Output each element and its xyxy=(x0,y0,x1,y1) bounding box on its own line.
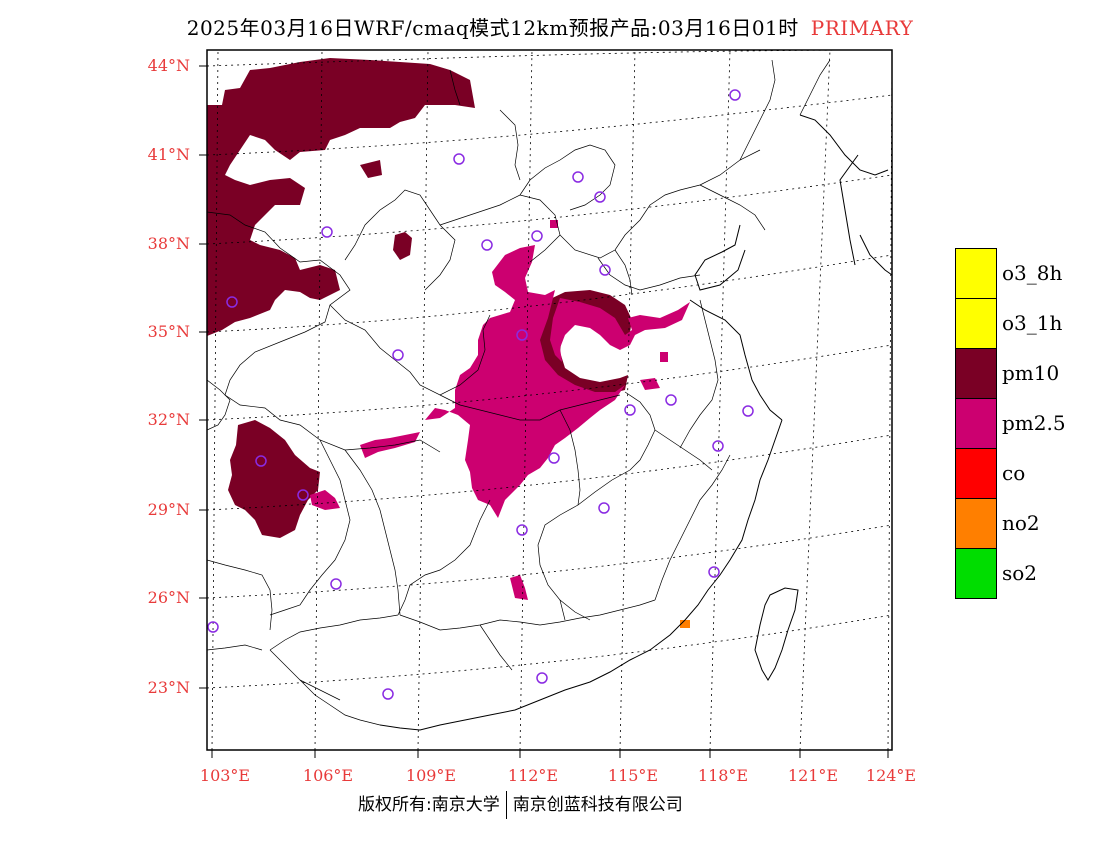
station-marker xyxy=(729,89,741,101)
lon-label: 109°E xyxy=(405,766,457,785)
legend-label: o3_1h xyxy=(1002,311,1063,335)
legend-label: no2 xyxy=(1002,511,1040,535)
lon-label: 103°E xyxy=(199,766,251,785)
pm25-region-jiangsu xyxy=(640,378,660,390)
legend-label: pm2.5 xyxy=(1002,411,1066,435)
no2-spot xyxy=(680,620,690,628)
footer-divider xyxy=(505,791,507,819)
lat-label: 32°N xyxy=(147,410,190,429)
legend-swatch xyxy=(955,498,997,549)
legend-label: o3_8h xyxy=(1002,261,1063,285)
copyright-owner: 版权所有:南京大学 xyxy=(358,795,500,815)
primary-badge: PRIMARY xyxy=(810,16,914,40)
lon-label: 112°E xyxy=(507,766,559,785)
lon-label: 121°E xyxy=(787,766,839,785)
station-marker xyxy=(453,153,465,165)
legend-label: co xyxy=(1002,461,1026,485)
station-marker xyxy=(297,489,309,501)
legend-item-so2: so2 xyxy=(955,548,1095,599)
legend-label: pm10 xyxy=(1002,361,1060,385)
province-boundaries xyxy=(207,59,831,726)
lon-label: 115°E xyxy=(607,766,659,785)
pm10-regions xyxy=(207,58,632,538)
map-title: 2025年03月16日WRF/cmaq模式12km预报产品:03月16日01时 P… xyxy=(0,12,1100,41)
lat-label: 44°N xyxy=(147,56,190,75)
pollutant-legend: o3_8h o3_1h pm10 pm2.5 co no2 so2 xyxy=(955,248,1095,599)
legend-swatch xyxy=(955,298,997,349)
pm25-region-central xyxy=(425,245,625,518)
pm25-region-hebei xyxy=(550,220,558,228)
lat-label: 23°N xyxy=(147,678,190,697)
station-marker xyxy=(392,349,404,361)
legend-item-o3-1h: o3_1h xyxy=(955,298,1095,349)
lat-label: 38°N xyxy=(147,234,190,253)
station-markers xyxy=(207,89,754,700)
station-marker xyxy=(531,230,543,242)
pm25-region-hunan xyxy=(510,575,528,600)
station-marker xyxy=(708,566,720,578)
copyright-company: 南京创蓝科技有限公司 xyxy=(512,795,683,815)
pm25-region-henan-dot xyxy=(660,352,668,362)
lat-label: 35°N xyxy=(147,322,190,341)
legend-swatch xyxy=(955,348,997,399)
lat-label: 29°N xyxy=(147,500,190,519)
lat-label: 26°N xyxy=(147,588,190,607)
station-marker xyxy=(742,405,754,417)
map-frame xyxy=(206,49,893,751)
pm25-regions xyxy=(310,220,690,600)
legend-label: so2 xyxy=(1002,561,1038,585)
pm10-region-shanxi xyxy=(393,232,412,260)
legend-swatch xyxy=(955,448,997,499)
station-marker xyxy=(712,440,724,452)
legend-item-pm25: pm2.5 xyxy=(955,398,1095,449)
station-marker xyxy=(594,191,606,203)
station-marker xyxy=(321,226,333,238)
legend-swatch xyxy=(955,248,997,299)
pm25-region-shandong-arc xyxy=(550,298,690,362)
lon-label: 118°E xyxy=(697,766,749,785)
station-marker xyxy=(516,524,528,536)
station-marker xyxy=(207,621,219,633)
lon-label: 106°E xyxy=(302,766,354,785)
station-marker xyxy=(548,452,560,464)
pm25-region-sichuan-east xyxy=(310,490,340,510)
legend-swatch xyxy=(955,398,997,449)
graticule xyxy=(207,50,892,750)
lon-label: 124°E xyxy=(865,766,917,785)
station-marker xyxy=(624,404,636,416)
legend-swatch xyxy=(955,548,997,599)
legend-item-o3-8h: o3_8h xyxy=(955,248,1095,299)
axis-ticks xyxy=(199,65,889,758)
station-marker xyxy=(330,578,342,590)
legend-item-pm10: pm10 xyxy=(955,348,1095,399)
legend-item-co: co xyxy=(955,448,1095,499)
station-marker xyxy=(255,455,267,467)
copyright-footer: 版权所有:南京大学 南京创蓝科技有限公司 xyxy=(358,790,683,819)
station-marker xyxy=(665,394,677,406)
pm10-region-north xyxy=(207,58,475,336)
station-marker xyxy=(382,688,394,700)
station-marker xyxy=(226,296,238,308)
station-marker xyxy=(598,502,610,514)
pm10-region-sichuan xyxy=(228,420,320,538)
station-marker xyxy=(536,672,548,684)
title-text: 2025年03月16日WRF/cmaq模式12km预报产品:03月16日01时 xyxy=(186,16,799,40)
coastline xyxy=(379,114,892,731)
station-marker xyxy=(572,171,584,183)
legend-item-no2: no2 xyxy=(955,498,1095,549)
pm10-region-mongolia-strip xyxy=(360,160,382,178)
station-marker xyxy=(599,264,611,276)
lat-label: 41°N xyxy=(147,145,190,164)
station-marker xyxy=(516,329,528,341)
pm25-region-chongqing xyxy=(360,432,420,458)
station-marker xyxy=(481,239,493,251)
